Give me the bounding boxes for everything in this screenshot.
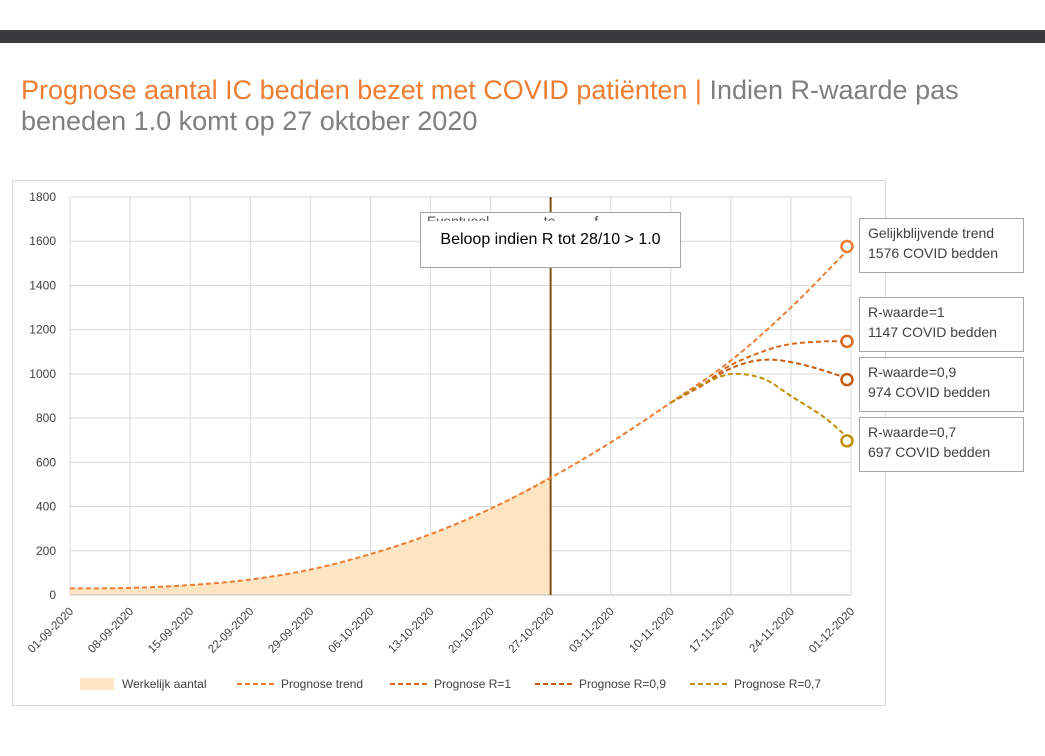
line-prognose-r1	[670, 340, 852, 404]
title-highlight: Prognose aantal IC bedden bezet met COVI…	[21, 75, 688, 105]
label-r07-line2: 697 COVID bedden	[868, 444, 991, 460]
y-tick-label: 200	[36, 544, 56, 558]
y-tick-label: 600	[36, 455, 56, 469]
area-werkelijk-aantal	[70, 475, 551, 595]
y-tick-label: 1000	[29, 367, 56, 381]
legend-swatch-area	[80, 678, 114, 690]
top-band	[0, 0, 1045, 30]
x-tick-label: 20-10-2020	[447, 606, 497, 656]
x-tick-label: 24-11-2020	[748, 606, 797, 655]
y-tick-label: 1400	[29, 278, 56, 292]
x-tick-label: 06-10-2020	[326, 606, 376, 656]
label-r09-line2: 974 COVID bedden	[868, 384, 991, 400]
label-r1-line2: 1147 COVID bedden	[868, 324, 997, 340]
x-tick-label: 17-11-2020	[687, 606, 736, 655]
slide-top-bar	[0, 30, 1045, 43]
legend-label: Prognose R=1	[434, 677, 511, 691]
x-tick-label: 01-12-2020	[807, 606, 857, 656]
marker-r09	[840, 372, 854, 387]
x-tick-label: 27-10-2020	[507, 606, 557, 656]
title-rest: Indien R-waarde pas beneden 1.0 komt op …	[21, 75, 959, 136]
y-tick-label: 800	[36, 411, 56, 425]
x-tick-label: 01-09-2020	[26, 606, 76, 656]
label-trend-line1: Gelijkblijvende trend	[868, 225, 995, 241]
line-prognose-r09	[670, 358, 852, 404]
legend-label: Werkelijk aantal	[122, 677, 206, 691]
label-trend: Gelijkblijvende trend 1576 COVID bedden	[859, 218, 1024, 273]
label-r1: R-waarde=1 1147 COVID bedden	[859, 297, 1024, 352]
title-separator: |	[687, 75, 710, 105]
line-prognose-r07	[670, 372, 852, 442]
x-tick-label: 22-09-2020	[206, 606, 256, 656]
label-r07-line1: R-waarde=0,7	[868, 424, 957, 440]
label-r1-line1: R-waarde=1	[868, 304, 945, 320]
marker-trend	[840, 239, 854, 254]
y-tick-label: 1200	[29, 323, 56, 337]
label-r07: R-waarde=0,7 697 COVID bedden	[859, 417, 1024, 472]
callout-text: Beloop indien R tot 28/10 > 1.0	[440, 231, 661, 248]
x-tick-label: 03-11-2020	[567, 606, 616, 655]
callout-hidden-text: Eventueel ............ te ........ f	[427, 213, 599, 221]
legend-label: Prognose trend	[281, 677, 363, 691]
marker-r1	[840, 334, 854, 349]
x-tick-label: 08-09-2020	[86, 606, 136, 656]
callout-box: Eventueel ............ te ........ f Bel…	[420, 212, 681, 268]
y-tick-label: 1800	[29, 190, 56, 204]
marker-r07	[840, 434, 854, 448]
label-trend-line2: 1576 COVID bedden	[868, 245, 998, 261]
x-tick-label: 15-09-2020	[146, 606, 196, 656]
x-tick-label: 29-09-2020	[266, 606, 316, 656]
y-tick-label: 400	[36, 500, 56, 514]
label-r09: R-waarde=0,9 974 COVID bedden	[859, 357, 1024, 412]
legend-label: Prognose R=0,9	[579, 677, 666, 691]
legend-label: Prognose R=0,7	[734, 677, 821, 691]
x-tick-label: 10-11-2020	[627, 606, 676, 655]
slide-title: Prognose aantal IC bedden bezet met COVI…	[21, 75, 1021, 137]
label-r09-line1: R-waarde=0,9	[868, 364, 957, 380]
line-prognose-trend	[69, 245, 852, 590]
x-tick-label: 13-10-2020	[386, 606, 436, 656]
y-tick-label: 0	[49, 588, 56, 602]
y-tick-label: 1600	[29, 234, 56, 248]
